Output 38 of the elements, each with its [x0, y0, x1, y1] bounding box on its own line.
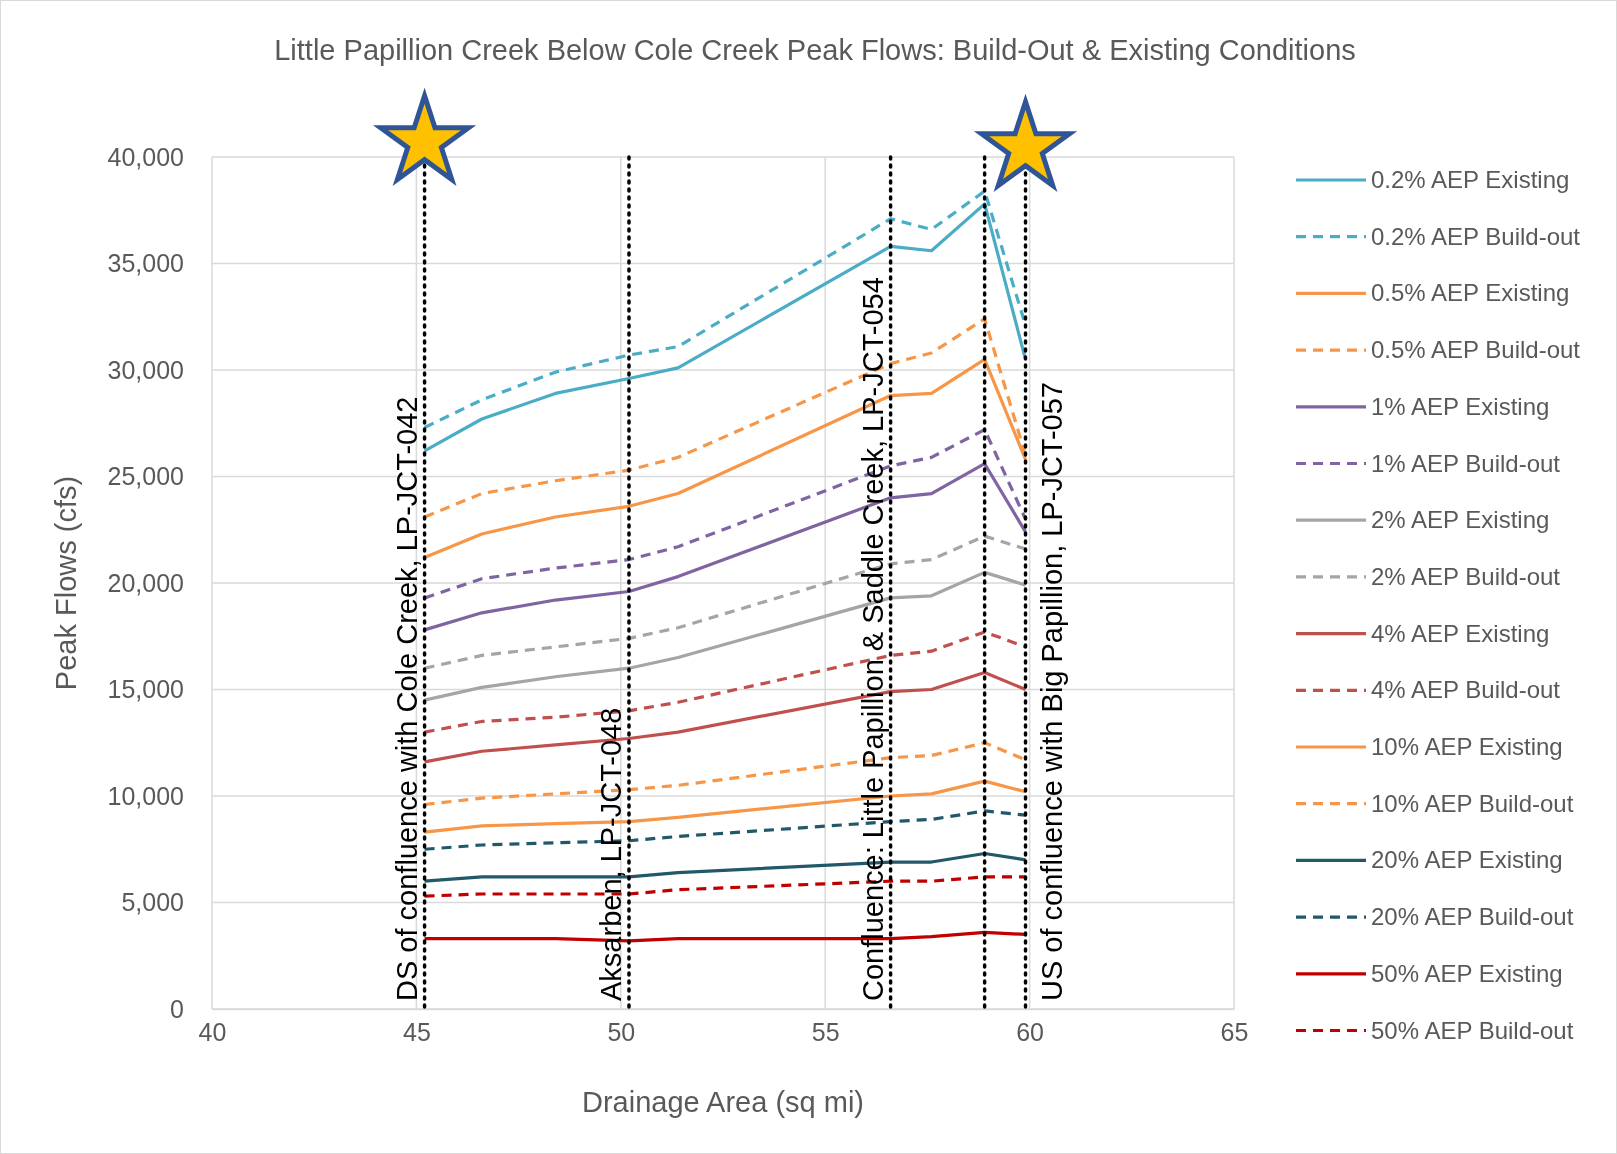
- legend-label: 0.5% AEP Build-out: [1371, 336, 1581, 364]
- y-tick-label: 15,000: [107, 675, 184, 703]
- legend-label: 2% AEP Existing: [1371, 506, 1550, 534]
- x-tick-label: 65: [1220, 1017, 1249, 1046]
- x-tick-label: 55: [811, 1017, 840, 1046]
- y-tick-label: 10,000: [107, 781, 184, 810]
- legend-label: 4% AEP Existing: [1371, 619, 1550, 647]
- legend-label: 0.2% AEP Existing: [1371, 166, 1570, 193]
- legend-label: 1% AEP Build-out: [1371, 449, 1561, 477]
- x-tick-label: 50: [607, 1017, 636, 1046]
- x-tick-label: 40: [198, 1017, 227, 1046]
- legend-label: 10% AEP Build-out: [1371, 789, 1574, 817]
- x-tick-label: 45: [402, 1017, 431, 1046]
- x-tick-label: 60: [1016, 1017, 1045, 1046]
- y-axis-title: Peak Flows (cfs): [50, 475, 82, 691]
- y-tick-label: 40,000: [107, 142, 184, 171]
- ref-line-label: Confluence: Little Papillion & Saddle Creek, LP-JCT-054: [856, 277, 889, 1001]
- legend-label: 1% AEP Existing: [1371, 392, 1550, 420]
- legend-label: 20% AEP Build-out: [1371, 903, 1574, 931]
- y-tick-label: 0: [170, 994, 184, 1023]
- legend-label: 0.2% AEP Build-out: [1371, 222, 1581, 250]
- y-tick-label: 30,000: [107, 355, 184, 384]
- legend-label: 10% AEP Existing: [1371, 733, 1563, 760]
- legend-label: 0.5% AEP Existing: [1371, 279, 1570, 307]
- ref-line-label: DS of confluence with Cole Creek, LP-JCT-042: [390, 396, 423, 1001]
- legend-label: 4% AEP Build-out: [1371, 676, 1561, 704]
- legend-label: 20% AEP Existing: [1371, 846, 1563, 874]
- y-tick-label: 25,000: [107, 462, 184, 490]
- y-tick-label: 35,000: [107, 249, 184, 277]
- ref-line-label: US of confluence with Big Papillion, LP-JCT-057: [1035, 382, 1068, 1001]
- legend-label: 50% AEP Build-out: [1371, 1016, 1574, 1044]
- x-axis-title: Drainage Area (sq mi): [581, 1086, 865, 1118]
- chart-title: Little Papillion Creek Below Cole Creek Peak Flows: Build-Out & Existing Conditions: [274, 34, 1356, 66]
- legend-label: 2% AEP Build-out: [1371, 562, 1561, 590]
- y-tick-label: 5,000: [121, 888, 184, 916]
- ref-line-label: Aksarben, LP-JCT-048: [594, 707, 627, 1001]
- y-tick-label: 20,000: [107, 568, 184, 597]
- legend-label: 50% AEP Existing: [1371, 959, 1563, 987]
